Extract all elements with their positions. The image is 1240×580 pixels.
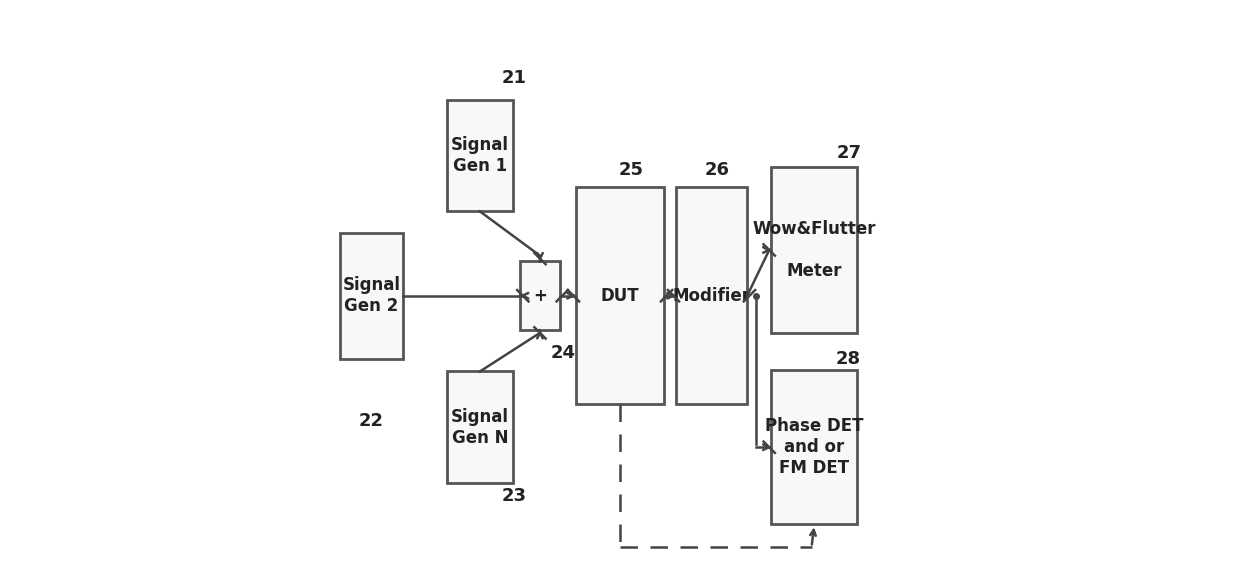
Text: 23: 23	[502, 487, 527, 505]
Text: 28: 28	[836, 350, 862, 368]
Text: Signal
Gen 1: Signal Gen 1	[451, 136, 508, 175]
Text: 24: 24	[551, 344, 575, 362]
Bar	[448, 371, 513, 483]
Bar	[771, 370, 857, 524]
Text: DUT: DUT	[600, 287, 640, 304]
Bar	[340, 233, 403, 358]
Text: 22: 22	[358, 412, 384, 430]
Text: 25: 25	[619, 161, 644, 179]
Text: Phase DET
and or
FM DET: Phase DET and or FM DET	[765, 418, 863, 477]
Bar	[771, 167, 857, 333]
Text: Signal
Gen N: Signal Gen N	[451, 408, 508, 447]
Text: 26: 26	[704, 161, 729, 179]
Bar	[448, 100, 513, 211]
Text: Modifier: Modifier	[672, 287, 750, 304]
Bar	[520, 262, 560, 330]
Text: +: +	[533, 287, 547, 304]
Text: Wow&Flutter

Meter: Wow&Flutter Meter	[753, 220, 877, 280]
Bar	[676, 187, 748, 404]
Text: 21: 21	[502, 70, 527, 88]
Bar	[575, 187, 665, 404]
Text: Signal
Gen 2: Signal Gen 2	[342, 276, 401, 315]
Text: 27: 27	[836, 144, 861, 162]
